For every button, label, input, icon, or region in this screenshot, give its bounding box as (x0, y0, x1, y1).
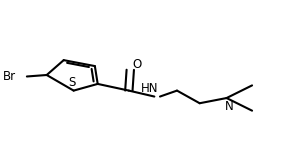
Text: Br: Br (2, 70, 15, 83)
Text: N: N (225, 100, 234, 113)
Text: O: O (133, 58, 142, 71)
Text: S: S (68, 76, 76, 89)
Text: HN: HN (141, 82, 159, 95)
